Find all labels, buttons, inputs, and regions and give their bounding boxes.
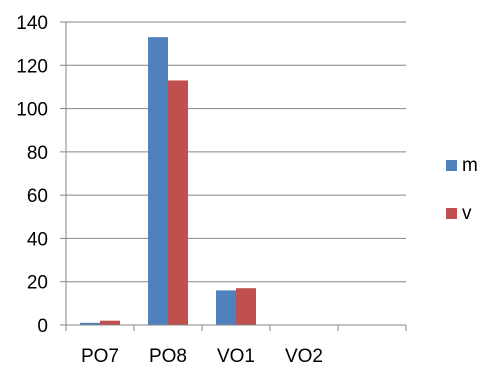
y-tick-label: 120 xyxy=(16,56,48,77)
x-tick-label: PO7 xyxy=(81,346,119,367)
legend-swatch-m xyxy=(446,160,457,171)
x-tick-label: VO1 xyxy=(217,346,255,367)
legend: mv xyxy=(446,155,478,224)
legend-label-m: m xyxy=(462,155,478,176)
y-tick-label: 40 xyxy=(27,229,48,250)
y-axis-tick-labels: 0 20 40 60 80 100 120 140 xyxy=(16,13,48,337)
x-tick-label: PO8 xyxy=(149,346,187,367)
y-tick-label: 60 xyxy=(27,186,48,207)
bars xyxy=(80,37,256,326)
legend-label-v: v xyxy=(462,203,472,224)
x-tick-label: VO2 xyxy=(285,346,323,367)
legend-swatch-v xyxy=(446,208,457,219)
y-tick-label: 100 xyxy=(16,100,48,121)
bar-v-PO8 xyxy=(168,80,188,325)
bar-v-VO1 xyxy=(236,288,256,325)
bar-m-VO1 xyxy=(216,290,236,325)
y-tick-label: 140 xyxy=(16,13,48,34)
y-tick-label: 0 xyxy=(37,316,48,337)
bar-m-PO8 xyxy=(148,37,168,326)
y-tick-label: 20 xyxy=(27,273,48,294)
gridlines xyxy=(66,21,406,283)
x-axis-tick-labels: PO7 PO8 VO1 VO2 xyxy=(81,346,323,367)
bar-v-PO7 xyxy=(100,320,120,325)
bar-m-PO7 xyxy=(80,322,100,325)
y-tick-label: 80 xyxy=(27,143,48,164)
axes xyxy=(60,21,407,331)
